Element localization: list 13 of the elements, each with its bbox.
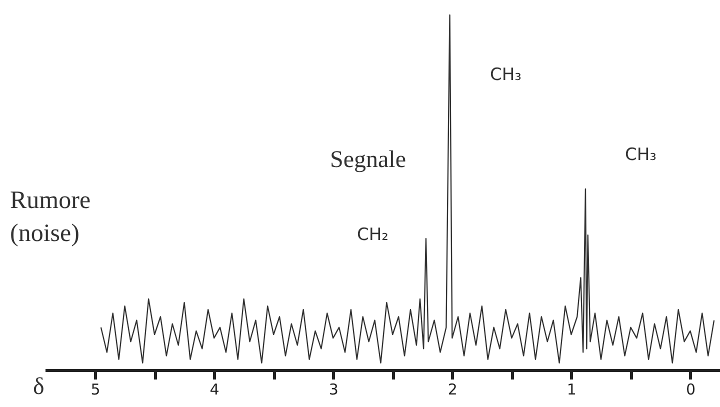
x-tick-label: 5 <box>90 380 100 398</box>
annotation: CH₂ <box>357 225 388 245</box>
x-tick-label: 0 <box>686 380 696 398</box>
annotation: CH₃ <box>490 65 522 85</box>
annotation: (noise) <box>10 220 80 247</box>
x-tick-label: 3 <box>328 380 338 398</box>
x-axis-title: δ <box>33 374 44 400</box>
annotation: Segnale <box>330 147 406 173</box>
x-tick-label: 2 <box>448 380 458 398</box>
annotation: Rumore <box>10 187 91 214</box>
annotation: CH₃ <box>625 145 656 165</box>
x-tick-label: 4 <box>210 380 220 398</box>
x-tick-label: 1 <box>566 380 576 398</box>
